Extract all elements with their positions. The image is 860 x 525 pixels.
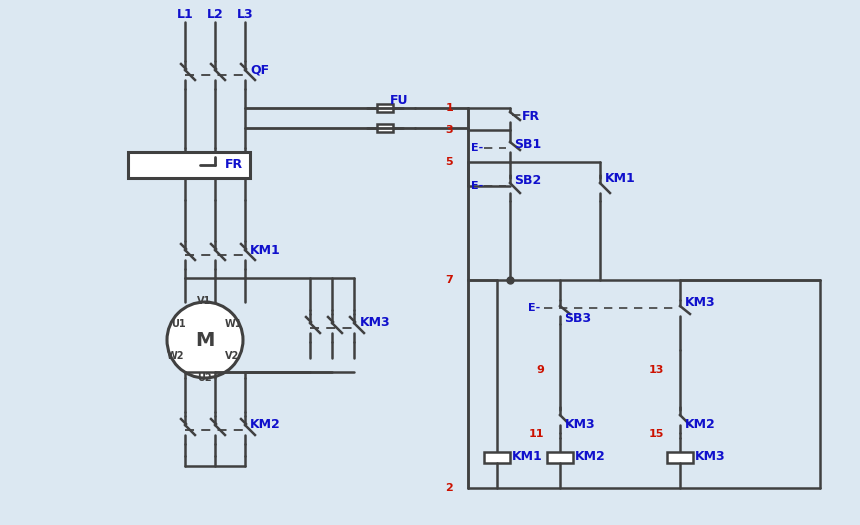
Text: SB3: SB3 (564, 311, 591, 324)
Text: E-: E- (528, 303, 540, 313)
Text: 15: 15 (648, 429, 664, 439)
Text: 7: 7 (445, 275, 453, 285)
Text: KM2: KM2 (250, 418, 280, 432)
Bar (377, 104, 393, 112)
Text: V2: V2 (225, 351, 239, 361)
Text: U1: U1 (171, 319, 186, 329)
Text: 5: 5 (445, 157, 453, 167)
Text: L1: L1 (176, 7, 194, 20)
Text: SB1: SB1 (514, 138, 541, 151)
Text: KM3: KM3 (565, 418, 596, 432)
Text: L3: L3 (237, 7, 254, 20)
Text: KM2: KM2 (685, 418, 716, 432)
Text: KM3: KM3 (695, 450, 726, 464)
Text: L2: L2 (206, 7, 224, 20)
Text: V1: V1 (197, 296, 212, 306)
Text: SB2: SB2 (514, 173, 541, 186)
Bar (547, 452, 573, 463)
Text: 3: 3 (445, 125, 453, 135)
Text: W2: W2 (167, 351, 185, 361)
Text: M: M (195, 331, 215, 350)
Text: U2: U2 (197, 373, 212, 383)
Text: E-: E- (471, 143, 483, 153)
Text: 1: 1 (445, 103, 453, 113)
Text: FR: FR (522, 110, 540, 122)
Text: FU: FU (390, 93, 408, 107)
Text: 11: 11 (529, 429, 544, 439)
Circle shape (167, 302, 243, 378)
Text: KM3: KM3 (360, 317, 390, 330)
Text: KM1: KM1 (250, 244, 280, 257)
Text: 13: 13 (648, 365, 664, 375)
Text: KM1: KM1 (512, 450, 543, 464)
Text: E-: E- (471, 181, 483, 191)
Bar (484, 452, 510, 463)
Text: KM2: KM2 (575, 450, 605, 464)
Text: KM3: KM3 (685, 296, 716, 309)
Bar (377, 124, 393, 132)
Text: QF: QF (250, 64, 269, 77)
Bar (667, 452, 693, 463)
Text: KM1: KM1 (605, 172, 636, 184)
Text: FR: FR (225, 159, 243, 172)
Text: 9: 9 (536, 365, 544, 375)
Text: 2: 2 (445, 483, 453, 493)
Bar (128, 152, 250, 178)
Text: W1: W1 (225, 319, 243, 329)
